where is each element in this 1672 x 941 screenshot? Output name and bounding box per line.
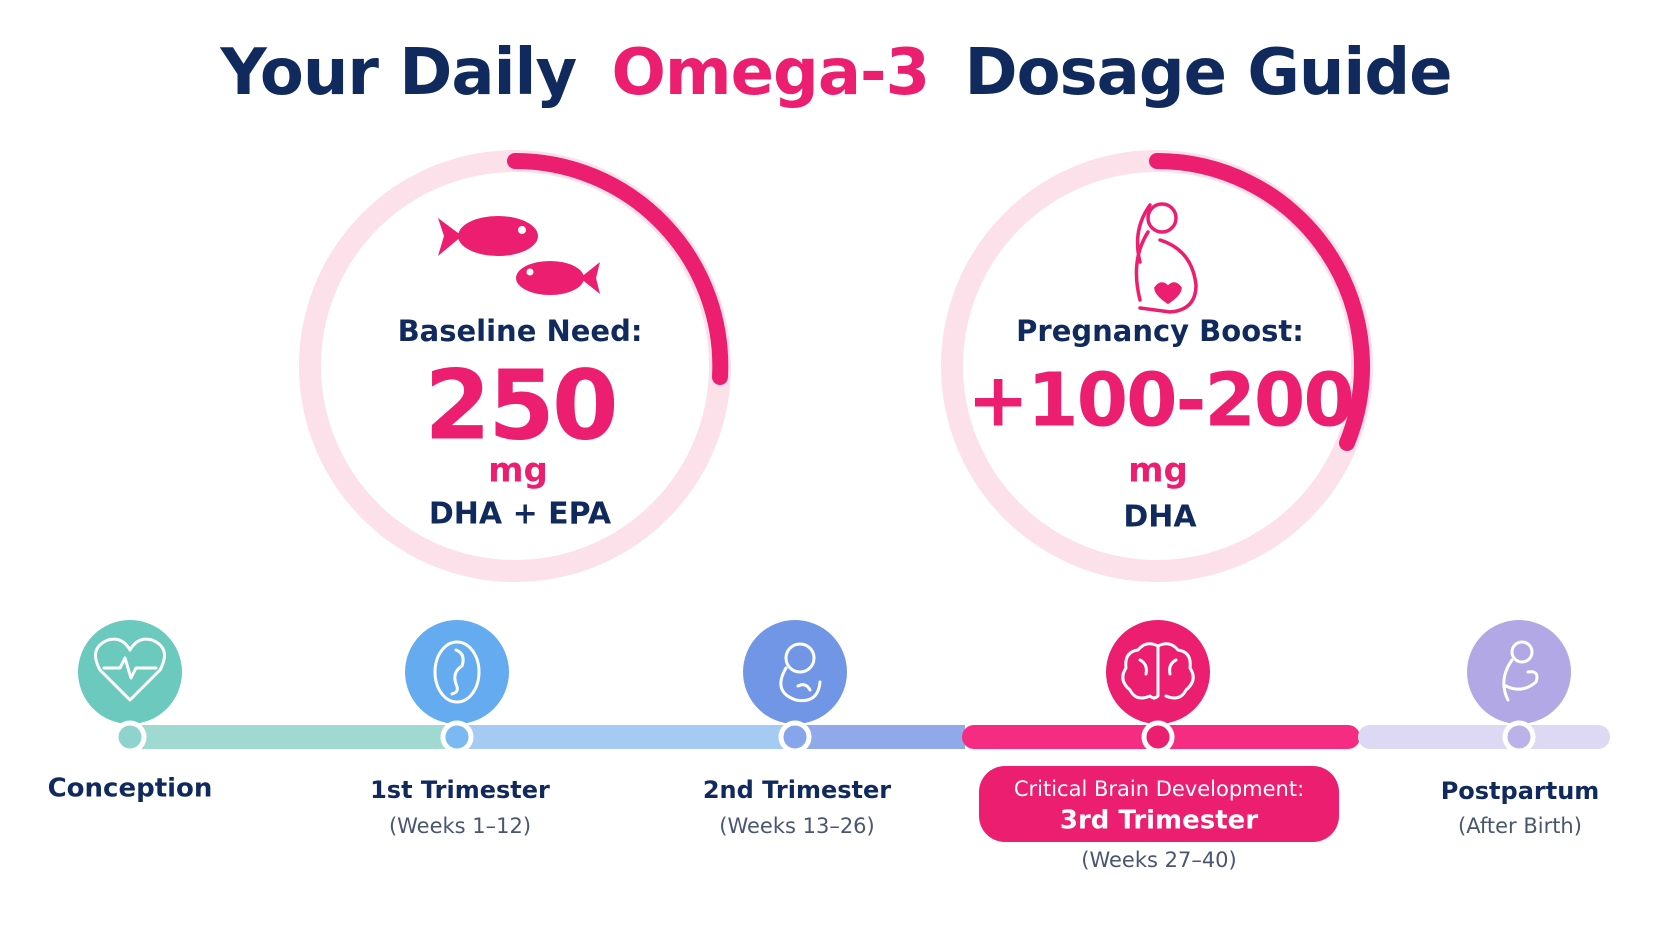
title-highlight: Omega-3 — [612, 36, 930, 110]
card-unit: mg — [488, 451, 548, 491]
stage-name: 2nd Trimester — [703, 776, 891, 804]
card-note: DHA — [1123, 500, 1197, 535]
card-value: 250 — [424, 349, 615, 461]
card-label: Baseline Need: — [398, 314, 643, 348]
card-unit: mg — [1128, 451, 1188, 491]
fish-icon — [438, 216, 600, 295]
title-part: Dosage Guide — [964, 36, 1451, 110]
highlight-pill — [979, 766, 1339, 842]
stage-name: 1st Trimester — [370, 776, 550, 804]
timeline-segment — [1358, 725, 1610, 749]
stage-callout: Critical Brain Development: — [1014, 777, 1304, 801]
title: Your Daily Omega-3 Dosage Guide — [219, 36, 1451, 110]
stage-detail: (Weeks 1–12) — [389, 814, 531, 838]
ring-arc — [1149, 153, 1370, 451]
stage-name: 3rd Trimester — [1060, 806, 1258, 836]
stage-markers — [78, 620, 1571, 754]
pregnancy-icon — [1134, 202, 1198, 314]
ring-arc — [507, 152, 729, 385]
stage-name: Postpartum — [1441, 777, 1600, 805]
card-label: Pregnancy Boost: — [1016, 314, 1304, 348]
timeline-segment — [457, 725, 795, 749]
stage-detail: (After Birth) — [1458, 814, 1582, 838]
stage-detail: (Weeks 13–26) — [719, 814, 874, 838]
stage-detail: (Weeks 27–40) — [1081, 848, 1236, 872]
timeline-segment — [795, 725, 965, 749]
title-part: Your Daily — [219, 36, 576, 110]
timeline-segment — [130, 725, 457, 749]
card-note: DHA + EPA — [429, 497, 612, 532]
stage-name: Conception — [48, 774, 213, 804]
card-value: +100-200 — [967, 358, 1353, 444]
